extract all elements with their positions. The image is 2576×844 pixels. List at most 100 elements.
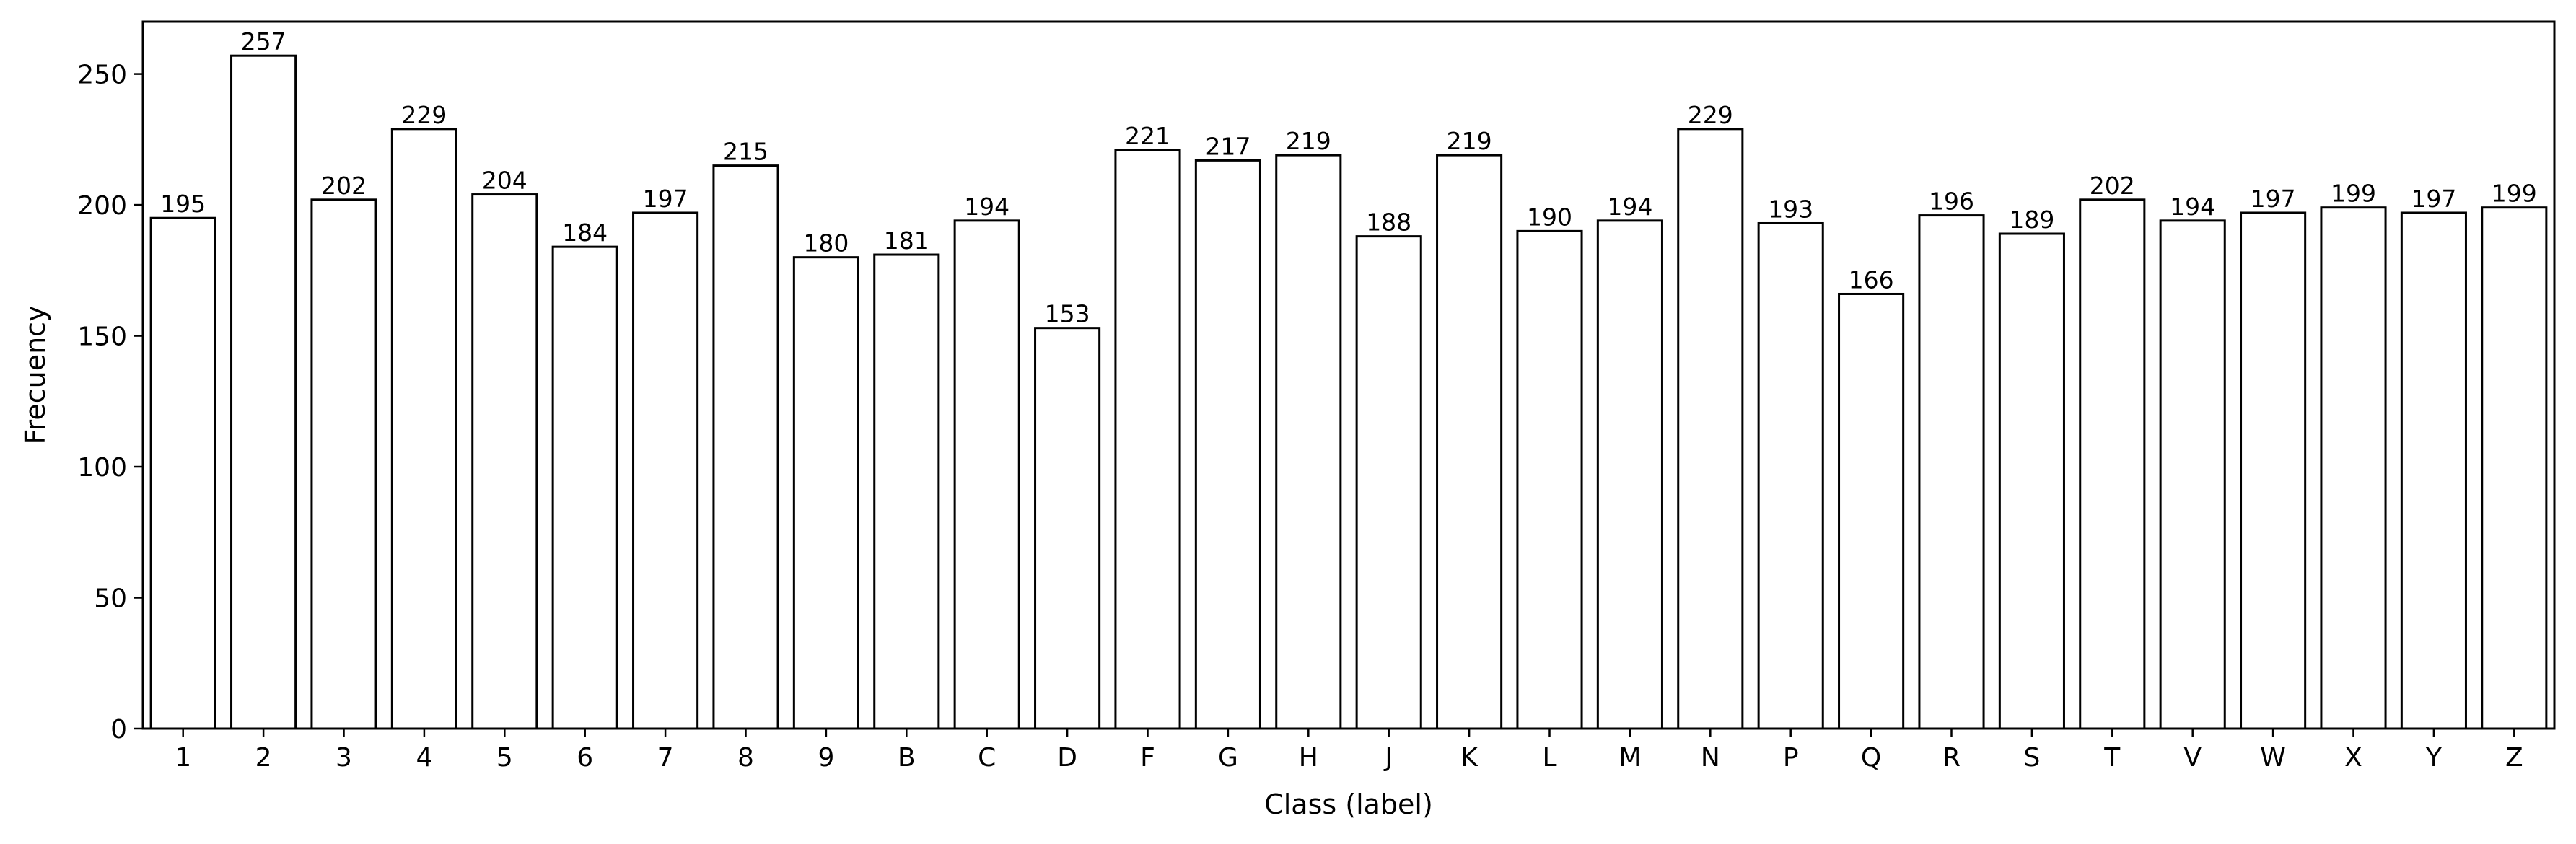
bar-4 — [390, 128, 457, 730]
data-label-J: 188 — [1366, 208, 1411, 237]
y-tick-label-250: 250 — [77, 61, 127, 90]
data-label-R: 196 — [1929, 188, 1974, 216]
x-tick-label-C: C — [978, 743, 996, 773]
bar-N — [1677, 128, 1744, 730]
bar-T — [2079, 198, 2146, 730]
bar-9 — [792, 256, 859, 730]
bar-W — [2240, 211, 2307, 730]
y-tick-label-200: 200 — [77, 191, 127, 221]
bar-Z — [2481, 206, 2548, 730]
x-tick-label-B: B — [898, 743, 916, 773]
x-tick-label-S: S — [2023, 743, 2040, 773]
data-label-7: 197 — [643, 185, 688, 213]
x-tick-label-L: L — [1542, 743, 1556, 773]
data-label-4: 229 — [401, 101, 447, 129]
x-tick-label-1: 1 — [175, 743, 191, 773]
data-label-5: 204 — [482, 167, 527, 195]
x-tick-label-V: V — [2183, 743, 2202, 773]
data-label-C: 194 — [964, 193, 1009, 221]
data-label-W: 197 — [2251, 185, 2296, 213]
y-axis-title: Frecuency — [19, 305, 51, 444]
bar-V — [2159, 219, 2226, 730]
y-tick-label-150: 150 — [77, 322, 127, 352]
bar-C — [953, 219, 1020, 730]
x-tick-label-6: 6 — [577, 743, 593, 773]
bar-S — [1998, 232, 2065, 730]
x-tick-label-Q: Q — [1861, 743, 1881, 773]
x-tick-label-D: D — [1057, 743, 1077, 773]
y-tick-label-50: 50 — [94, 584, 127, 614]
x-tick-label-2: 2 — [255, 743, 272, 773]
x-tick-label-R: R — [1942, 743, 1961, 773]
x-tick-label-Y: Y — [2425, 743, 2443, 773]
data-label-D: 153 — [1045, 300, 1090, 328]
data-label-G: 217 — [1205, 132, 1250, 160]
bar-M — [1596, 219, 1663, 730]
data-label-V: 194 — [2170, 193, 2215, 221]
bar-J — [1355, 235, 1422, 730]
x-tick-label-G: G — [1218, 743, 1238, 773]
data-label-M: 194 — [1607, 193, 1652, 221]
x-tick-label-4: 4 — [416, 743, 432, 773]
x-tick-label-8: 8 — [737, 743, 754, 773]
bar-H — [1275, 154, 1342, 730]
x-tick-label-M: M — [1618, 743, 1641, 773]
x-tick-label-K: K — [1460, 743, 1478, 773]
x-tick-label-P: P — [1783, 743, 1799, 773]
x-tick-label-H: H — [1299, 743, 1318, 773]
data-label-K: 219 — [1447, 127, 1492, 155]
x-tick-label-F: F — [1140, 743, 1155, 773]
y-tick-label-100: 100 — [77, 453, 127, 483]
data-label-8: 215 — [723, 138, 768, 166]
data-label-1: 195 — [160, 190, 206, 218]
data-label-F: 221 — [1125, 122, 1170, 150]
bar-X — [2320, 206, 2387, 730]
bars — [149, 54, 2548, 730]
x-tick-label-N: N — [1701, 743, 1720, 773]
bar-P — [1757, 221, 1824, 730]
bar-D — [1034, 327, 1101, 730]
x-tick-label-9: 9 — [818, 743, 834, 773]
data-label-Y: 197 — [2411, 185, 2456, 213]
data-label-B: 181 — [884, 227, 929, 255]
bar-G — [1194, 159, 1261, 730]
data-label-9: 180 — [803, 229, 849, 258]
data-label-2: 257 — [241, 27, 286, 56]
y-axis: 0 50 100 150 200 250 — [77, 61, 143, 744]
x-axis: 1 2 3 4 5 6 7 8 9 B C D F G H J K L M N P Q R S T V W X Y Z — [175, 729, 2523, 773]
x-axis-title: Class (label) — [1264, 788, 1433, 820]
x-tick-label-J: J — [1383, 743, 1393, 773]
data-label-X: 199 — [2331, 180, 2376, 208]
bar-2 — [230, 54, 297, 730]
data-label-P: 193 — [1768, 195, 1813, 223]
x-tick-label-T: T — [2103, 743, 2121, 773]
bar-K — [1436, 154, 1503, 730]
data-label-S: 189 — [2009, 206, 2054, 234]
bar-3 — [310, 198, 377, 730]
x-tick-label-X: X — [2344, 743, 2362, 773]
data-label-Z: 199 — [2492, 180, 2537, 208]
data-label-N: 229 — [1688, 101, 1733, 129]
x-tick-label-W: W — [2260, 743, 2286, 773]
bar-R — [1918, 214, 1985, 730]
x-tick-label-Z: Z — [2505, 743, 2523, 773]
bar-Q — [1838, 292, 1905, 730]
bar-Y — [2400, 211, 2467, 730]
data-label-T: 202 — [2090, 172, 2135, 200]
plot-frame — [141, 20, 2556, 730]
data-label-H: 219 — [1286, 127, 1331, 155]
bar-F — [1114, 149, 1181, 730]
bar-6 — [551, 245, 618, 730]
bar-1 — [149, 216, 216, 730]
data-label-Q: 166 — [1849, 265, 1894, 294]
data-labels: 195 257 202 229 204 184 197 215 180 181 194 153 221 2… — [160, 27, 2537, 328]
y-tick-label-0: 0 — [110, 715, 127, 744]
data-label-3: 202 — [321, 172, 367, 200]
bar-B — [873, 253, 940, 730]
bar-7 — [632, 211, 699, 730]
bar-5 — [471, 193, 538, 730]
x-tick-label-7: 7 — [657, 743, 674, 773]
bar-L — [1516, 229, 1583, 730]
data-label-L: 190 — [1527, 203, 1572, 231]
